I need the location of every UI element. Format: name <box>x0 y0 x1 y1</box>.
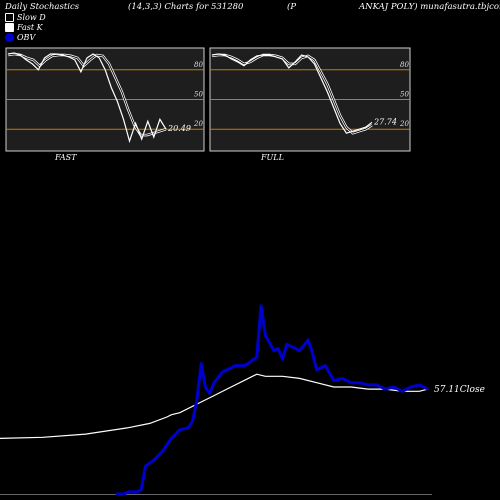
close-line <box>0 373 429 439</box>
full-caption: FULL <box>261 153 284 162</box>
full-tick-50: 50 <box>400 91 409 99</box>
full-tick-20: 20 <box>399 120 409 128</box>
fast-tick-50: 50 <box>194 91 203 99</box>
full-line-fast-k <box>211 53 373 134</box>
legend-fast-k-label: Fast K <box>17 23 43 32</box>
legend-obv: OBV <box>5 33 35 42</box>
slow-d-swatch <box>5 13 14 22</box>
fast-last-value: 20.49 <box>167 124 191 133</box>
obv-swatch <box>5 33 14 42</box>
chart-params: (14,3,3) Charts for 531280 <box>128 2 244 12</box>
full-tick-80: 80 <box>400 61 409 69</box>
fast-line-fast-k <box>7 52 167 144</box>
legend-slow-d: Slow D <box>5 13 46 22</box>
close-value-label: 57.11Close <box>434 385 485 395</box>
legend-fast-k: Fast K <box>5 23 43 32</box>
fast-tick-20: 20 <box>193 120 203 128</box>
full-last-value: 27.74 <box>373 117 397 126</box>
chart-title: Daily Stochastics <box>5 2 80 12</box>
stock-name: ANKAJ POLY) munafasutra.tbjcom <box>359 2 500 12</box>
fast-k-swatch <box>5 23 14 32</box>
chart-paren: (P <box>287 2 297 12</box>
fast-caption: FAST <box>55 153 77 162</box>
obv-line <box>115 304 429 496</box>
full-line-slow-d-core <box>211 54 373 134</box>
fast-tick-80: 80 <box>194 61 203 69</box>
legend-slow-d-label: Slow D <box>17 13 46 22</box>
legend-obv-label: OBV <box>17 33 36 42</box>
